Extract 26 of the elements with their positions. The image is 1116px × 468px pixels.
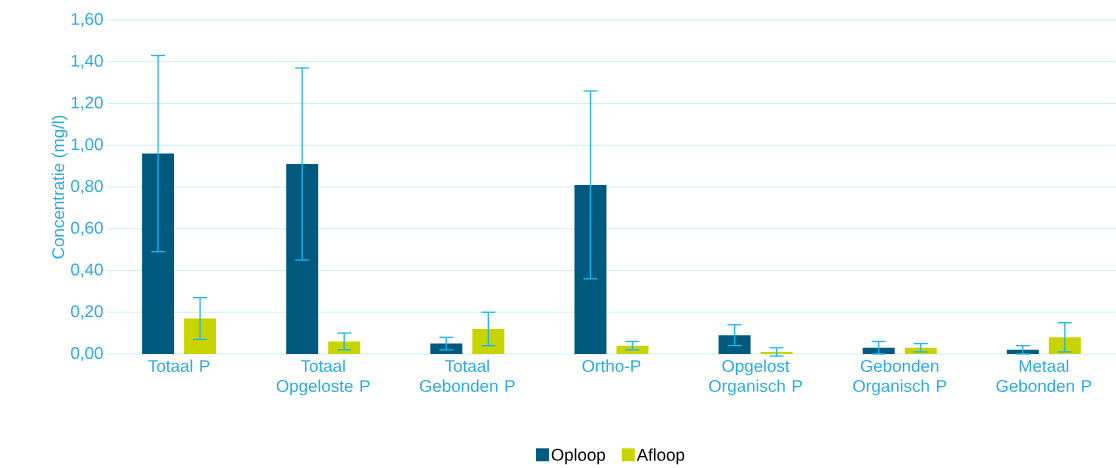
x-tick-label: Metaal Gebonden P [996, 359, 1092, 393]
bar [328, 341, 361, 354]
y-tick-label: 1,20 [71, 96, 103, 111]
y-tick-label: 1,00 [71, 138, 103, 153]
x-tick-label: Totaal Opgeloste P [276, 359, 370, 396]
y-tick-label: 0,20 [71, 305, 103, 320]
x-tick-label: Ortho-P [582, 359, 641, 373]
legend-label: Oploop [551, 448, 606, 465]
y-tick-label: 0,60 [71, 221, 103, 236]
y-tick-label: 1,60 [71, 12, 103, 28]
bar [142, 153, 175, 354]
x-tick-label: Opgelost Organisch P [709, 359, 802, 396]
y-axis-title: Concentratie (mg/l) [51, 115, 68, 259]
y-tick-label: 0,00 [71, 346, 103, 362]
bar [1048, 337, 1081, 354]
bar [616, 345, 649, 354]
x-tick-label: Totaal Gebonden P [419, 359, 515, 393]
bar [760, 351, 793, 354]
y-tick-label: 1,40 [71, 54, 103, 69]
y-tick-label: 0,80 [71, 179, 103, 195]
bar [718, 335, 751, 354]
x-tick-label: Totaal P [148, 359, 210, 373]
x-tick-label: Gebonden Organisch P [853, 359, 947, 396]
y-tick-label: 0,40 [71, 263, 103, 278]
bar [430, 343, 463, 354]
legend-label: Afloop [636, 448, 685, 465]
